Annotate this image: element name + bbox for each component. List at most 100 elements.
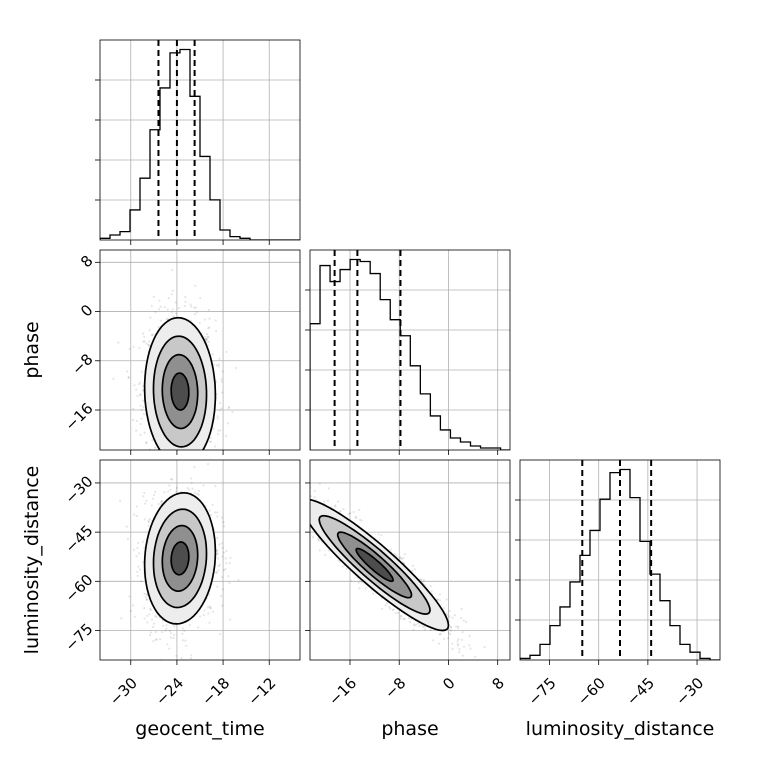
pair-geocent_time-phase-contour-0 [143,316,217,450]
pair-phase-luminosity_distance-point-765 [341,565,344,568]
pair-geocent_time-luminosity_distance-point-445 [161,630,164,634]
pair-geocent_time-phase-point-1371 [135,419,139,423]
pair-phase-luminosity_distance-point-1130 [418,624,421,627]
pair-geocent_time-phase-point-1391 [217,363,221,366]
pair-phase-luminosity_distance-point-1196 [307,512,309,514]
pair-geocent_time-phase-point-712 [217,365,220,368]
pair-geocent_time-phase-point-1039 [139,404,142,407]
pair-geocent_time-luminosity_distance-point-923 [220,576,224,579]
pair-geocent_time-luminosity_distance-point-560 [141,540,144,543]
pair-geocent_time-phase-point-98 [158,308,161,311]
pair-geocent_time-luminosity_distance-point-1104 [143,518,146,521]
axis-title-y-phase: phase [21,321,43,378]
pair-geocent_time-luminosity_distance-point-1023 [190,481,193,485]
pair-geocent_time-phase-point-461 [160,451,162,453]
pair-geocent_time-luminosity_distance-point-605 [147,521,150,524]
pair-geocent_time-luminosity_distance-point-356 [184,639,187,642]
pair-geocent_time-phase-point-714 [145,441,148,444]
pair-geocent_time-phase-point-287 [195,311,198,314]
pair-geocent_time-phase-point-869 [139,381,142,384]
pair-phase-luminosity_distance-point-805 [392,608,395,611]
pair-geocent_time-luminosity_distance-point-898 [206,606,210,609]
pair-geocent_time-luminosity_distance-point-1170 [126,537,130,541]
pair-geocent_time-luminosity_distance-point-157 [214,485,217,488]
pair-geocent_time-luminosity_distance-contour-2 [161,524,199,592]
pair-phase-luminosity_distance-point-618 [303,512,305,514]
pair-geocent_time-luminosity_distance-point-120 [228,581,231,585]
pair-geocent_time-luminosity_distance-point-473 [209,607,212,610]
pair-geocent_time-luminosity_distance-point-386 [228,618,232,621]
pair-geocent_time-luminosity_distance-point-1302 [193,491,196,494]
pair-geocent_time-luminosity_distance-point-850 [138,568,142,571]
pair-phase-luminosity_distance-point-701 [302,528,304,530]
pair-geocent_time-luminosity_distance-point-1353 [160,499,164,502]
pair-geocent_time-phase-point-928 [216,429,220,432]
pair-geocent_time-luminosity_distance-point-1380 [154,638,158,642]
pair-geocent_time-luminosity_distance-point-397 [145,614,149,617]
pair-geocent_time-luminosity_distance-point-37 [212,610,215,613]
pair-geocent_time-phase-point-306 [185,455,187,457]
pair-geocent_time-luminosity_distance-point-710 [188,623,191,627]
pair-geocent_time-phase-point-423 [183,452,185,454]
pair-phase-luminosity_distance-point-959 [350,579,353,582]
pair-geocent_time-luminosity_distance-point-39 [211,503,214,507]
pair-phase-luminosity_distance-point-1362 [336,500,340,503]
hist-bars-luminosity_distance [520,460,720,660]
pair-geocent_time-luminosity_distance-point-1203 [208,593,211,596]
pair-geocent_time-luminosity_distance-point-238 [196,492,199,495]
pair-geocent_time-phase-point-971 [166,308,169,311]
pair-phase-luminosity_distance-point-1306 [393,553,396,556]
pair-geocent_time-phase-point-1097 [157,453,159,455]
pair-geocent_time-phase-point-1010 [150,304,153,307]
pair-geocent_time-phase-point-1086 [225,434,228,437]
pair-geocent_time-phase-point-981 [125,370,129,373]
pair-geocent_time-phase-point-796 [218,357,221,360]
pair-geocent_time-phase-point-963 [185,454,187,456]
pair-phase-luminosity_distance-point-459 [313,495,316,499]
pair-phase-luminosity_distance-point-232 [469,647,472,650]
pair-geocent_time-luminosity_distance-point-947 [169,632,173,635]
pair-geocent_time-phase-point-970 [216,432,220,436]
pair-geocent_time-phase-point-379 [195,453,197,455]
pair-geocent_time-luminosity_distance-point-747 [228,561,231,565]
pair-geocent_time-luminosity_distance-point-324 [203,609,206,612]
pair-geocent_time-phase-point-791 [149,316,152,319]
pair-geocent_time-phase-point-418 [132,418,135,421]
pair-geocent_time-luminosity_distance-point-794 [209,606,212,609]
pair-geocent_time-phase-point-853 [193,312,196,316]
pair-geocent_time-phase-point-25 [172,314,175,318]
pair-geocent_time-phase-point-167 [204,338,207,341]
pair-geocent_time-phase-point-1222 [220,407,223,410]
pair-geocent_time-luminosity_distance-point-79 [133,615,136,618]
pair-phase-luminosity_distance-xtick-label-3: 8 [488,674,507,693]
pair-geocent_time-luminosity_distance-point-80 [208,621,211,624]
pair-phase-luminosity_distance-point-240 [457,644,460,647]
pair-geocent_time-luminosity_distance-point-18 [131,604,135,607]
pair-geocent_time-luminosity_distance-point-1392 [145,598,148,601]
pair-geocent_time-luminosity_distance-point-1184 [222,551,226,554]
pair-geocent_time-phase-point-648 [153,446,157,449]
pair-phase-luminosity_distance-point-1082 [305,509,307,511]
pair-geocent_time-phase-point-308 [183,304,186,308]
pair-geocent_time-luminosity_distance-point-484 [168,647,171,650]
pair-geocent_time-phase-point-692 [140,408,143,411]
pair-geocent_time-phase-ytick-label-1: −8 [68,350,96,378]
pair-phase-luminosity_distance-point-578 [358,587,361,590]
pair-geocent_time-luminosity_distance-point-359 [148,634,152,637]
pair-geocent_time-phase-point-872 [141,332,145,335]
pair-geocent_time-phase-point-1195 [159,305,162,308]
pair-geocent_time-phase-point-1129 [174,301,177,304]
pair-geocent_time-phase-point-413 [203,336,207,339]
pair-phase-luminosity_distance-point-820 [415,623,418,626]
pair-phase-luminosity_distance-point-612 [468,644,471,647]
pair-geocent_time-phase-point-767 [220,380,223,383]
pair-geocent_time-luminosity_distance-point-847 [167,490,170,493]
pair-geocent_time-luminosity_distance-point-1106 [197,493,200,496]
pair-geocent_time-phase-point-115 [151,439,154,442]
pair-geocent_time-luminosity_distance-point-1315 [219,594,223,597]
pair-geocent_time-phase-ytick-label-3: 8 [77,252,96,271]
pair-geocent_time-phase-point-1349 [218,401,222,405]
pair-geocent_time-luminosity_distance-point-211 [168,629,172,632]
pair-geocent_time-luminosity_distance-point-676 [222,569,226,572]
pair-geocent_time-luminosity_distance-point-199 [149,608,153,612]
